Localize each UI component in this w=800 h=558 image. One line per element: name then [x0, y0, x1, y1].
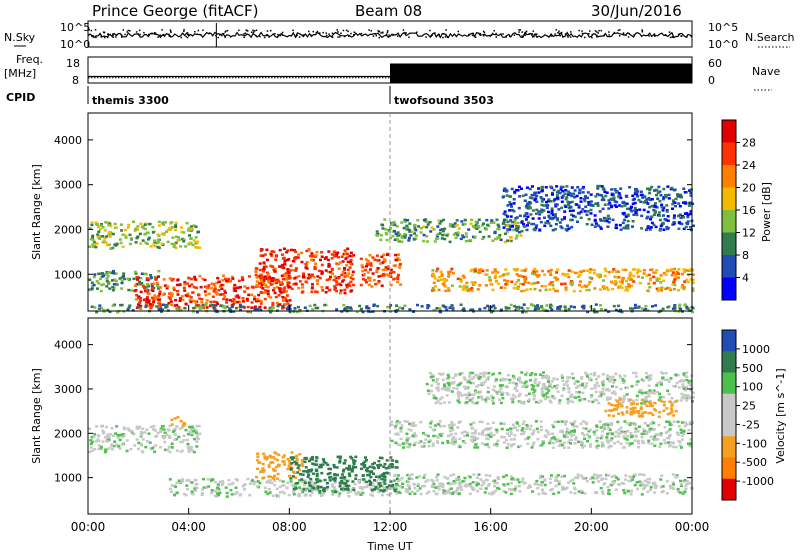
colorbar-swatch-5	[722, 233, 736, 256]
colorbar-tick-1: 500	[742, 362, 763, 375]
data-band-5	[376, 218, 524, 243]
data-band-0	[88, 425, 201, 454]
noise-panel-series	[88, 23, 692, 47]
xtick-3: 12:00	[373, 520, 408, 534]
colorbar-tick-2: 20	[742, 182, 756, 195]
colorbar-swatch-7	[722, 479, 736, 501]
noise-right-ytick-top: 10^5	[708, 21, 738, 34]
freq-ytick-top: 18	[66, 57, 80, 70]
freq-panel-series	[88, 64, 692, 84]
colorbar-tick-4: -25	[742, 418, 760, 431]
colorbar-swatch-5	[722, 436, 736, 458]
freq-left-label-1: Freq.	[16, 53, 43, 66]
noise-right-ytick-bottom: 10^0	[708, 38, 738, 51]
data-band-5	[390, 473, 694, 495]
colorbar-swatch-0	[722, 120, 736, 143]
power-colorbar: 28 24 20 16 12 8 4	[722, 120, 756, 301]
ytick-1000: 1000	[54, 472, 82, 485]
beam-title: Beam 08	[355, 2, 422, 20]
freq-ytick-bottom: 8	[72, 74, 79, 87]
noise-ytick-bottom: 10^0	[60, 38, 90, 51]
power-yaxis-ticks: 1000 2000 3000 4000	[54, 134, 692, 281]
colorbar-tick-1: 24	[742, 159, 756, 172]
xtick-5: 20:00	[574, 520, 609, 534]
colorbar-swatch-6	[722, 255, 736, 278]
xtick-0: 00:00	[71, 520, 106, 534]
ytick-3000: 3000	[54, 383, 82, 396]
colorbar-tick-4: 12	[742, 227, 756, 240]
colorbar-swatch-6	[722, 458, 736, 480]
ytick-4000: 4000	[54, 134, 82, 147]
xtick-4: 16:00	[473, 520, 508, 534]
power-ylabel: Slant Range [km]	[30, 164, 43, 260]
data-band-7	[502, 185, 695, 232]
colorbar-swatch-3	[722, 188, 736, 211]
noise-ytick-top: 10^5	[60, 21, 90, 34]
colorbar-swatch-4	[722, 210, 736, 233]
data-band-6	[431, 268, 695, 293]
freq-left-label-2: [MHz]	[4, 67, 36, 80]
data-band-2	[255, 451, 305, 480]
cpid-mode-0: themis 3300	[92, 94, 169, 107]
power-colorbar-label: Power [dB]	[760, 182, 773, 242]
colorbar-swatch-1	[722, 351, 736, 373]
noise-right-label: N.Search	[745, 31, 795, 44]
colorbar-swatch-2	[722, 373, 736, 395]
data-band-0	[88, 221, 201, 250]
colorbar-swatch-4	[722, 415, 736, 437]
velocity-heatmap	[88, 371, 695, 498]
station-title: Prince George (fitACF)	[92, 2, 258, 20]
data-band-7	[426, 371, 695, 404]
xtick-6: 00:00	[675, 520, 710, 534]
data-band-8	[91, 303, 695, 313]
noise-left-label: N.Sky	[4, 31, 36, 44]
cpid-label: CPID	[6, 91, 35, 104]
colorbar-swatch-2	[722, 165, 736, 188]
ytick-1000: 1000	[54, 268, 82, 281]
colorbar-swatch-1	[722, 143, 736, 166]
colorbar-tick-7: -1000	[742, 475, 774, 488]
noise-panel-frame	[88, 21, 692, 47]
ytick-4000: 4000	[54, 339, 82, 352]
data-band-9	[170, 416, 186, 427]
cpid-modes: themis 3300 twofsound 3503	[88, 86, 494, 107]
date-title: 30/Jun/2016	[591, 2, 682, 20]
power-heatmap	[88, 185, 695, 314]
nave-segment-1	[390, 64, 692, 84]
freq-right-ytick-top: 60	[708, 57, 722, 70]
velocity-colorbar: 1000 500 100 25 -25 -100 -500 -1000	[722, 330, 774, 501]
xtick-1: 04:00	[171, 520, 206, 534]
colorbar-tick-0: 28	[742, 137, 756, 150]
colorbar-tick-2: 100	[742, 381, 763, 394]
velocity-ylabel: Slant Range [km]	[30, 368, 43, 464]
ytick-3000: 3000	[54, 179, 82, 192]
nave-right-label: Nave	[752, 65, 780, 78]
colorbar-tick-6: 4	[742, 272, 749, 285]
colorbar-swatch-7	[722, 278, 736, 301]
data-band-6	[390, 420, 694, 449]
colorbar-tick-5: -100	[742, 437, 767, 450]
colorbar-swatch-3	[722, 394, 736, 416]
colorbar-swatch-0	[722, 330, 736, 352]
xtick-2: 08:00	[272, 520, 307, 534]
colorbar-tick-5: 8	[742, 249, 749, 262]
colorbar-tick-0: 1000	[742, 343, 770, 356]
ytick-2000: 2000	[54, 427, 82, 440]
ytick-2000: 2000	[54, 223, 82, 236]
data-band-1	[88, 270, 161, 292]
colorbar-tick-3: 16	[742, 204, 756, 217]
data-band-4	[360, 253, 402, 288]
cpid-mode-1: twofsound 3503	[394, 94, 494, 107]
data-band-1	[169, 478, 393, 498]
velocity-colorbar-label: Velocity [m s^-1]	[774, 368, 787, 463]
time-axis-label: Time UT	[366, 540, 412, 553]
colorbar-tick-6: -500	[742, 456, 767, 469]
freq-right-ytick-bottom: 0	[708, 74, 715, 87]
colorbar-tick-3: 25	[742, 400, 756, 413]
noise-sky-line	[88, 33, 692, 38]
